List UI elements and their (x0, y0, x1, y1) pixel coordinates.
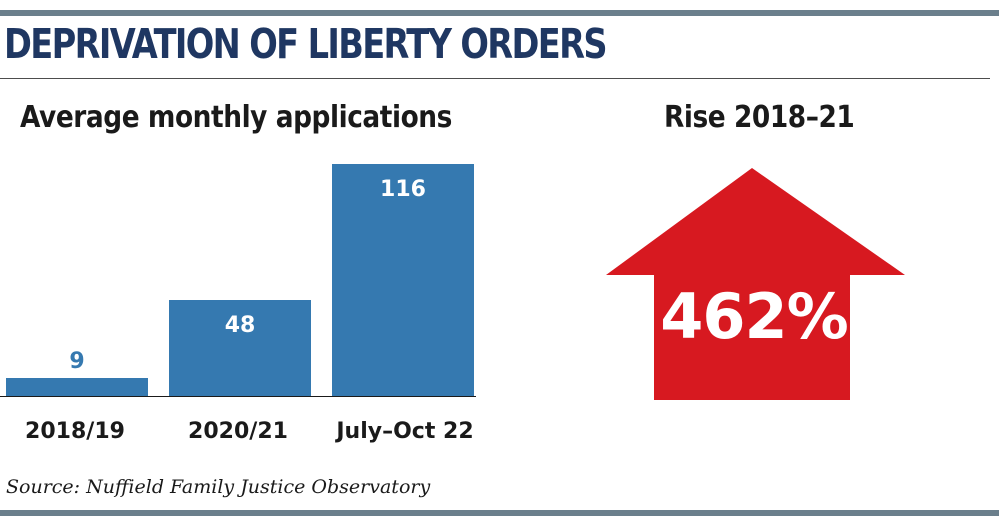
page-title: DEPRIVATION OF LIBERTY ORDERS (4, 20, 608, 68)
bar (169, 300, 311, 396)
bar-value-label: 116 (380, 177, 426, 202)
chart-title: Average monthly applications (20, 100, 452, 135)
top-rule (0, 10, 999, 16)
category-label: July–Oct 22 (334, 419, 473, 444)
bar-value-label: 48 (225, 313, 256, 338)
category-label: 2018/19 (25, 419, 125, 444)
bar-chart: 9 2018/19 48 2020/21 116 July–Oct 22 (0, 164, 476, 444)
arrow-shape (606, 168, 905, 400)
bottom-rule (0, 510, 999, 516)
source-note: Source: Nuffield Family Justice Observat… (6, 476, 431, 498)
bar (6, 378, 148, 396)
rise-value: 462% (660, 280, 848, 353)
bar (332, 164, 474, 396)
bar-value-label: 9 (69, 349, 84, 374)
title-divider (0, 78, 990, 79)
rise-title: Rise 2018–21 (664, 100, 855, 135)
up-arrow-icon: 462% (606, 168, 905, 400)
category-label: 2020/21 (188, 419, 288, 444)
